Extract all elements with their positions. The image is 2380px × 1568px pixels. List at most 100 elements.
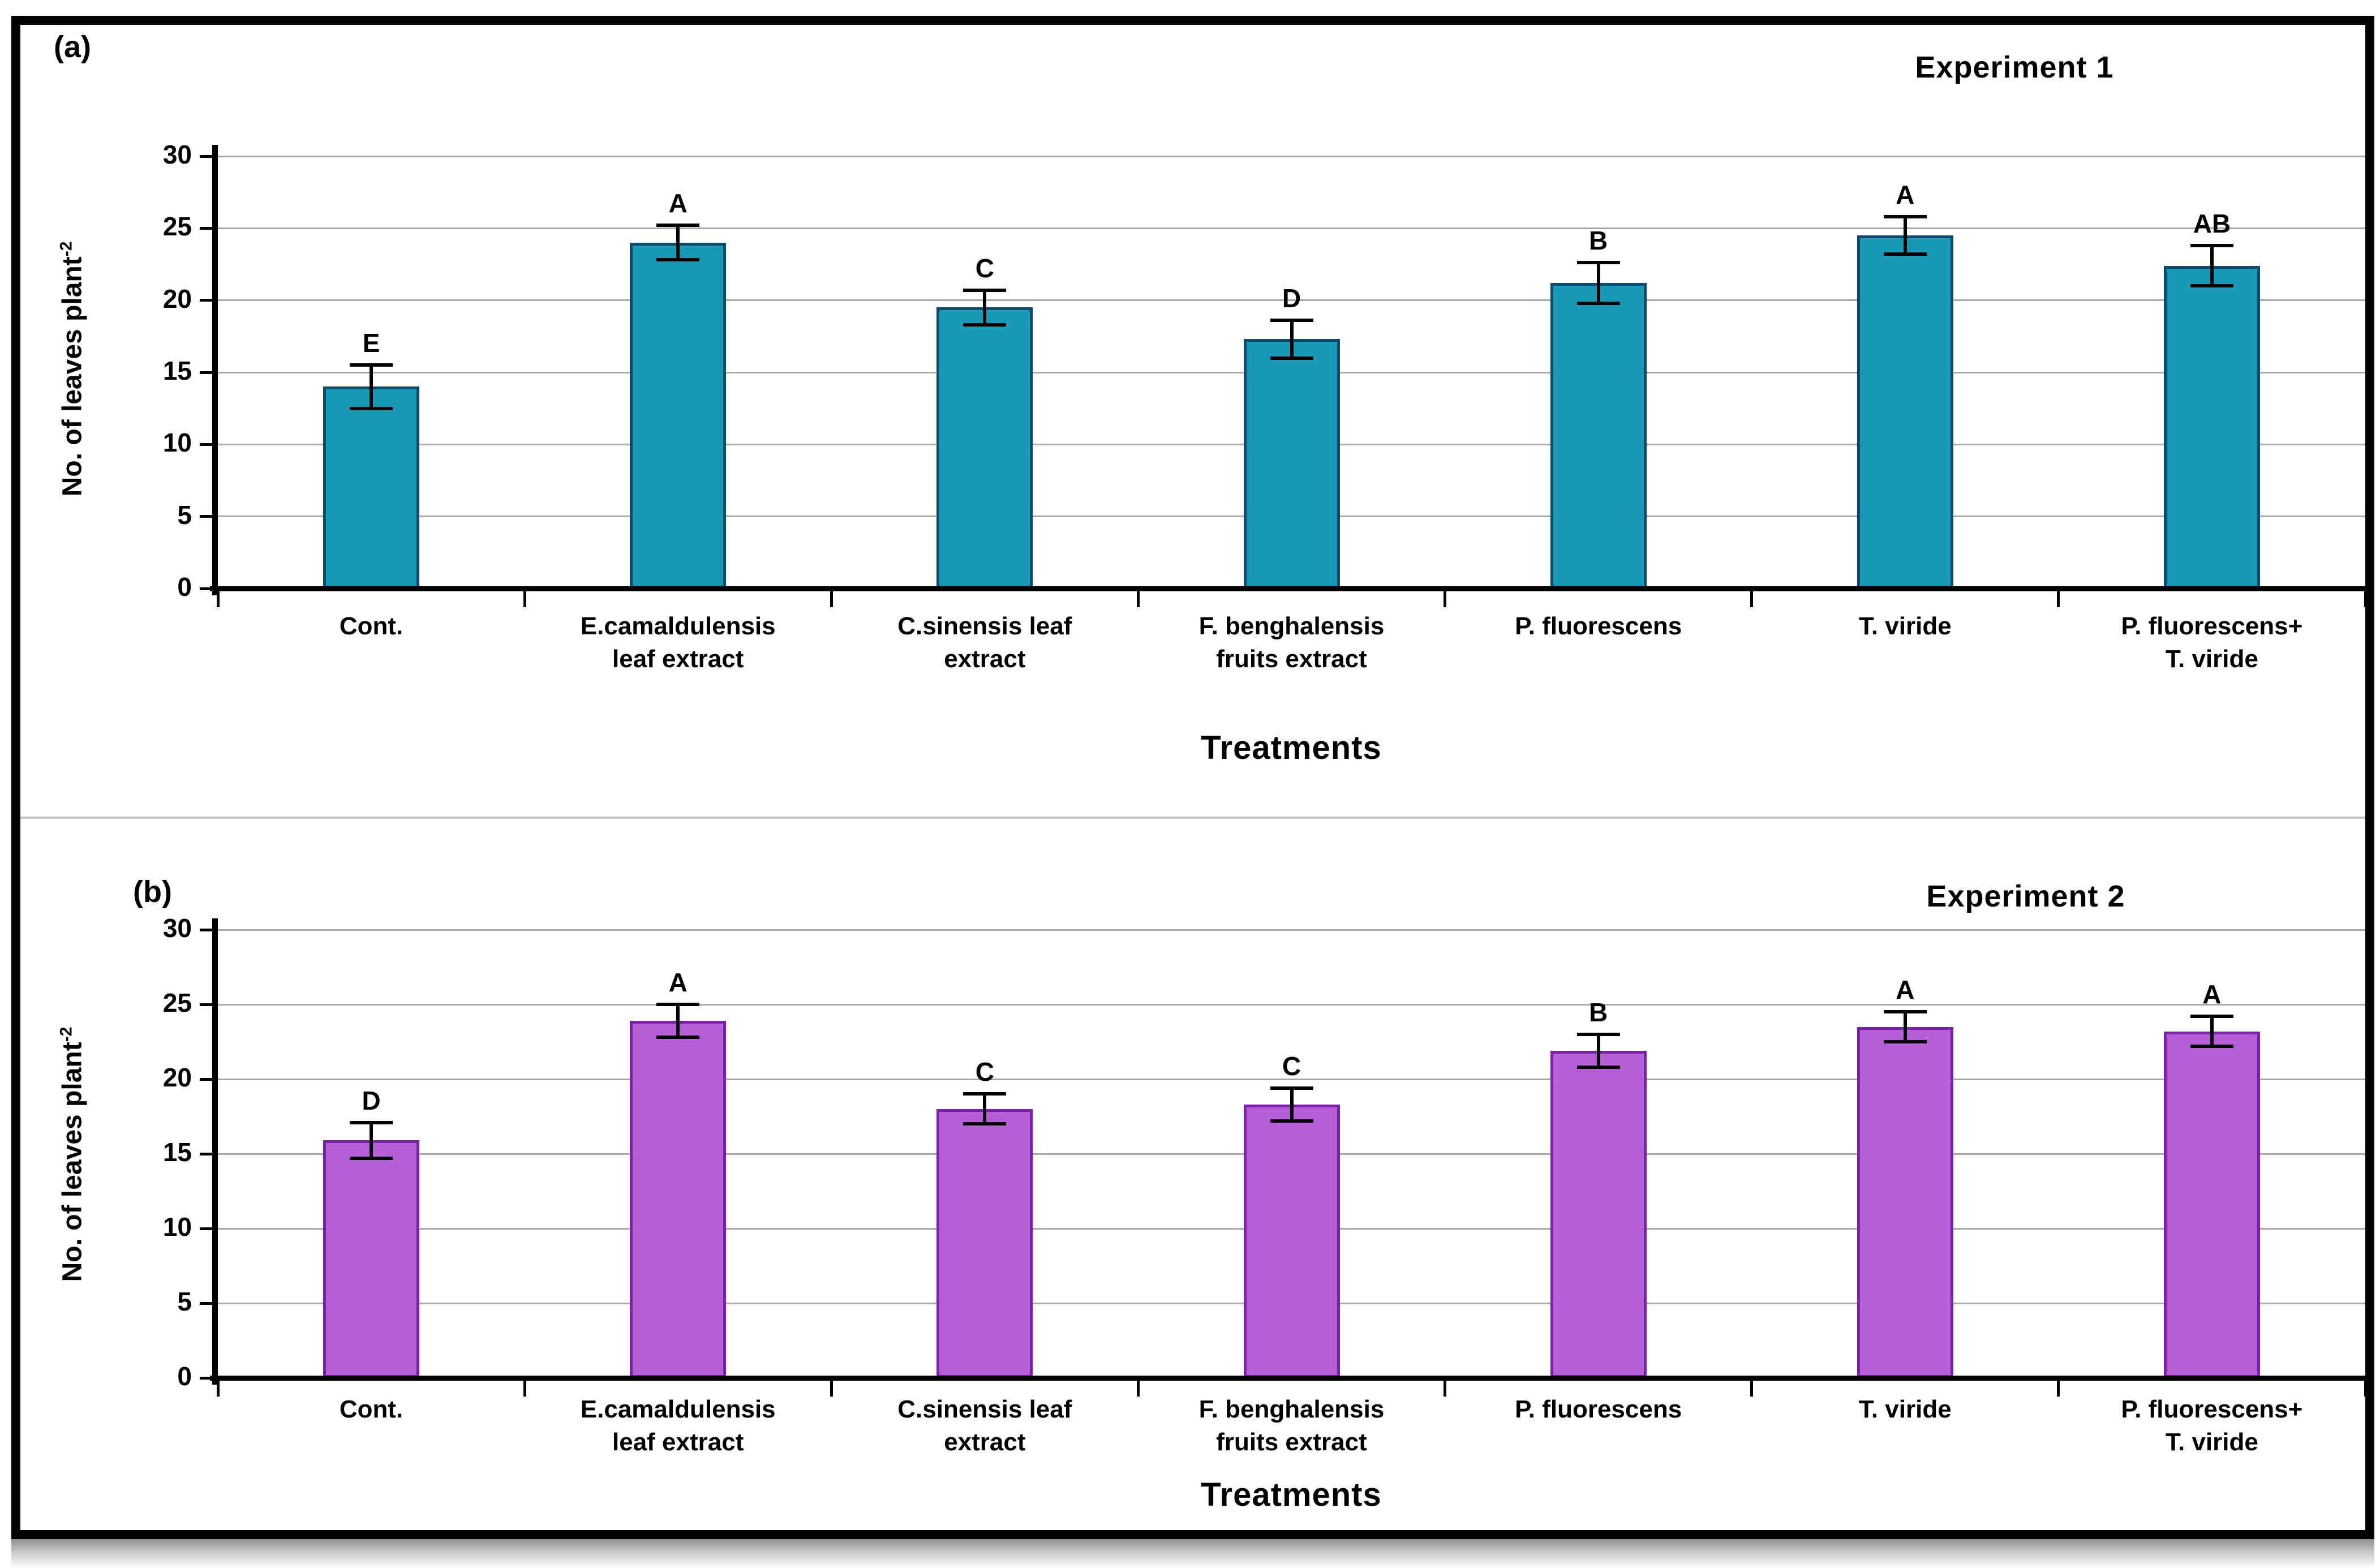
x-category-label-line: P. fluorescens+ (2121, 1395, 2303, 1423)
y-tick-label: 15 (162, 1137, 192, 1167)
x-category-label: T. viride (1737, 1393, 2074, 1426)
panel-b-label: (b) (133, 875, 172, 909)
x-category-label-line: P. fluorescens (1515, 1395, 1682, 1423)
sig-letter: A (1896, 975, 1915, 1005)
x-tick (1136, 1381, 1140, 1397)
error-bar-cap-bottom (1883, 252, 1927, 256)
error-bar-cap-top (963, 1092, 1007, 1096)
bar (1550, 1050, 1647, 1378)
bar (1857, 235, 1953, 588)
panel-a-y-axis-title-sup: -2 (57, 241, 76, 257)
gridline (218, 929, 2365, 931)
error-bar-line (676, 1004, 680, 1038)
error-bar-line (1596, 263, 1600, 303)
x-category-label-line: Cont. (339, 1395, 403, 1423)
gridline (218, 227, 2365, 229)
error-bar-cap-bottom (1270, 356, 1313, 360)
gridline (218, 1078, 2365, 1080)
y-tick (200, 928, 213, 931)
sig-letter: A (1896, 179, 1915, 209)
x-tick (216, 591, 220, 607)
error-bar-line (2210, 245, 2214, 286)
error-bar-cap-top (2190, 243, 2233, 247)
y-tick (200, 1301, 213, 1305)
sig-letter: A (668, 188, 688, 218)
y-tick (200, 226, 213, 230)
x-axis-line (210, 586, 2365, 591)
y-tick-label: 15 (162, 356, 192, 385)
sig-letter: D (362, 1085, 381, 1115)
bar (1243, 339, 1340, 588)
x-tick (523, 1381, 526, 1397)
error-bar-line (676, 225, 680, 260)
x-category-label-line: T. viride (2166, 645, 2258, 673)
sig-letter: A (2202, 980, 2222, 1009)
margin-top (0, 0, 2380, 16)
error-bar-cap-top (1576, 1032, 1620, 1036)
y-tick-label: 25 (162, 212, 192, 242)
sig-letter: C (975, 253, 994, 283)
error-bar-cap-top (656, 1003, 700, 1006)
y-tick (200, 587, 213, 590)
panel-a-title: Experiment 1 (1915, 50, 2114, 84)
x-category-label-line: C.sinensis leaf (897, 1395, 1072, 1423)
x-category-label: P. fluorescens+ T. viride (2043, 1393, 2380, 1459)
bar (2163, 265, 2260, 588)
gridline (218, 155, 2365, 157)
y-tick (200, 443, 213, 446)
y-tick-label: 20 (162, 283, 192, 313)
bar (936, 1109, 1033, 1378)
error-bar-cap-bottom (1883, 1040, 1927, 1043)
error-bar-line (983, 290, 987, 325)
error-bar-line (370, 365, 373, 409)
x-category-label: E.camaldulensis leaf extract (509, 1393, 847, 1459)
x-category-label-line: leaf extract (612, 645, 744, 673)
sig-letter: AB (2193, 208, 2231, 238)
error-bar-line (983, 1094, 987, 1124)
error-bar-cap-top (350, 363, 393, 367)
x-tick (216, 1381, 220, 1397)
error-bar-line (1903, 1012, 1907, 1042)
error-bar-cap-bottom (2190, 1044, 2233, 1048)
x-category-label-line: P. fluorescens (1515, 612, 1682, 640)
x-category-label-line: extract (944, 645, 1026, 673)
x-category-label-line: T. viride (2166, 1428, 2258, 1457)
y-tick-label: 0 (177, 1361, 192, 1391)
x-tick (1750, 1381, 1754, 1397)
y-tick-label: 30 (162, 140, 192, 169)
y-tick (200, 1077, 213, 1081)
y-tick-label: 5 (177, 500, 192, 530)
x-category-label: P. fluorescens (1429, 1393, 1767, 1426)
x-category-label-line: F. benghalensis (1198, 612, 1385, 640)
error-bar-cap-top (1270, 1086, 1313, 1090)
margin-right (2374, 0, 2380, 1539)
x-category-label: C.sinensis leaf extract (816, 1393, 1153, 1459)
y-tick (200, 1003, 213, 1006)
error-bar-cap-bottom (1270, 1119, 1313, 1123)
bar (323, 1140, 420, 1378)
sig-letter: D (1282, 283, 1301, 313)
sig-letter: A (668, 968, 688, 997)
y-axis-line (212, 145, 218, 595)
x-tick (1136, 591, 1140, 607)
bar (1243, 1104, 1340, 1378)
y-tick-label: 5 (177, 1287, 192, 1316)
error-bar-cap-bottom (2190, 284, 2233, 288)
bar (630, 1021, 727, 1378)
error-bar-cap-top (1576, 261, 1620, 265)
error-bar-cap-top (2190, 1015, 2233, 1019)
error-bar-line (2210, 1016, 2214, 1046)
x-category-label-line: E.camaldulensis (580, 612, 776, 640)
error-bar-cap-bottom (1576, 301, 1620, 305)
error-bar-cap-bottom (656, 1036, 700, 1039)
x-tick (1444, 591, 1447, 607)
sig-letter: C (1282, 1051, 1301, 1081)
x-category-label-line: leaf extract (612, 1428, 744, 1457)
x-category-label: F. benghalensis fruits extract (1123, 1393, 1460, 1459)
error-bar-cap-bottom (656, 258, 700, 262)
x-tick (2057, 591, 2060, 607)
x-category-label-line: extract (944, 1428, 1026, 1457)
x-tick (830, 591, 833, 607)
